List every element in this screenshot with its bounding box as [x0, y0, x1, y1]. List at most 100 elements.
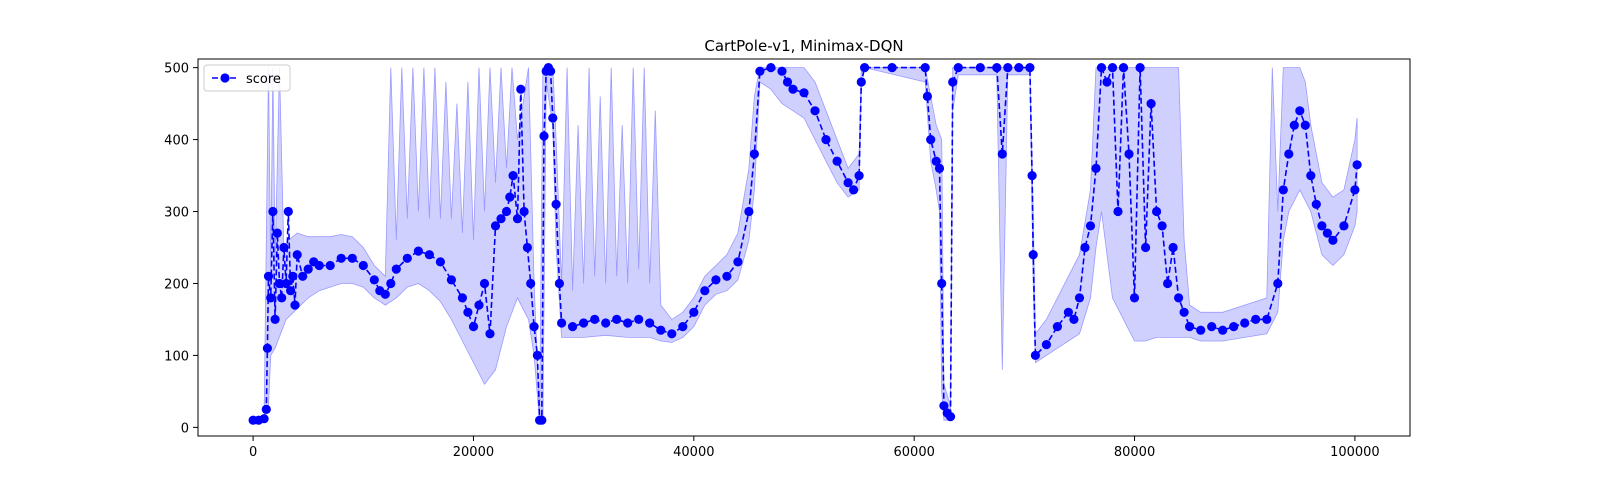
data-point: [474, 300, 484, 310]
data-point: [281, 278, 291, 289]
data-point: [1074, 293, 1085, 303]
data-point: [1102, 77, 1112, 87]
data-point: [992, 63, 1002, 73]
data-point: [799, 88, 809, 98]
data-point: [975, 63, 985, 73]
data-point: [1091, 163, 1101, 173]
x-tick-label: 100000: [1330, 445, 1380, 460]
data-point: [1025, 63, 1035, 73]
data-point: [1240, 318, 1250, 328]
data-point: [953, 63, 963, 73]
data-point: [505, 192, 515, 202]
data-point: [1129, 293, 1140, 303]
data-point: [386, 278, 396, 289]
chart-title: CartPole-v1, Minimax-DQN: [704, 37, 903, 55]
legend: score: [203, 64, 291, 92]
data-point: [1027, 171, 1037, 181]
data-point: [832, 156, 842, 166]
data-point: [722, 271, 732, 281]
data-point: [788, 84, 798, 94]
data-point: [634, 314, 644, 324]
data-point: [288, 271, 298, 281]
data-point: [1251, 314, 1261, 324]
data-point: [1069, 314, 1079, 324]
data-point: [496, 214, 506, 224]
data-point: [529, 322, 539, 332]
data-point: [656, 325, 666, 335]
data-point: [298, 271, 308, 281]
x-tick-label: 20000: [453, 445, 494, 460]
data-point: [948, 77, 958, 87]
data-point: [733, 257, 743, 267]
data-point: [1080, 242, 1090, 253]
y-tick-label: 0: [181, 421, 189, 436]
data-point: [1328, 235, 1338, 245]
data-point: [749, 149, 760, 159]
data-point: [678, 322, 688, 332]
axes-frame: [197, 58, 1411, 437]
y-tick-label: 500: [164, 62, 189, 77]
data-point: [522, 242, 533, 253]
data-point: [1306, 171, 1316, 181]
data-point: [645, 318, 655, 328]
data-point: [568, 322, 578, 332]
data-point: [263, 271, 274, 281]
data-point: [261, 404, 271, 414]
data-point: [539, 131, 549, 141]
data-point: [945, 412, 956, 422]
data-point: [667, 329, 677, 339]
data-point: [612, 314, 622, 324]
data-point: [380, 289, 390, 299]
data-point: [512, 214, 523, 224]
data-point: [810, 106, 820, 116]
data-point: [590, 314, 600, 324]
y-tick-label: 400: [164, 134, 189, 149]
data-point: [290, 300, 300, 310]
data-point: [490, 221, 501, 231]
data-point: [1339, 221, 1349, 231]
data-point: [755, 66, 765, 76]
data-point: [336, 253, 346, 263]
data-point: [777, 66, 787, 76]
data-point: [623, 318, 633, 328]
data-point: [997, 149, 1007, 159]
data-point: [391, 264, 401, 274]
data-point: [463, 307, 473, 317]
data-point: [821, 135, 831, 145]
data-point: [579, 318, 589, 328]
variability-band: [252, 67, 1358, 424]
data-point: [1322, 228, 1332, 238]
y-tick-label: 300: [164, 206, 189, 221]
data-point: [1179, 307, 1189, 317]
data-point: [1124, 149, 1134, 159]
y-tick-label: 100: [164, 349, 189, 364]
data-point: [1352, 160, 1362, 170]
data-point: [1085, 221, 1096, 231]
x-tick-label: 80000: [1114, 445, 1155, 460]
data-point: [557, 318, 567, 328]
data-point: [849, 185, 859, 195]
data-point: [1273, 278, 1283, 289]
data-point: [554, 278, 565, 289]
data-point: [1295, 106, 1305, 116]
data-point: [358, 260, 368, 271]
data-point: [303, 264, 313, 274]
x-tick-label: 40000: [673, 445, 714, 460]
data-point: [479, 278, 490, 289]
data-point: [1229, 322, 1239, 332]
data-point: [1317, 221, 1327, 231]
data-point: [402, 253, 412, 263]
data-point: [292, 250, 302, 260]
data-point: [700, 286, 710, 296]
data-point: [424, 250, 434, 260]
data-point: [485, 329, 495, 339]
data-point: [926, 135, 936, 145]
data-point: [1163, 278, 1173, 289]
data-point: [1063, 307, 1073, 317]
data-point: [325, 260, 335, 271]
y-tick-label: 200: [164, 277, 189, 292]
data-point: [262, 343, 272, 353]
data-point: [1146, 99, 1156, 109]
data-point: [766, 63, 776, 73]
data-point: [1096, 63, 1107, 73]
